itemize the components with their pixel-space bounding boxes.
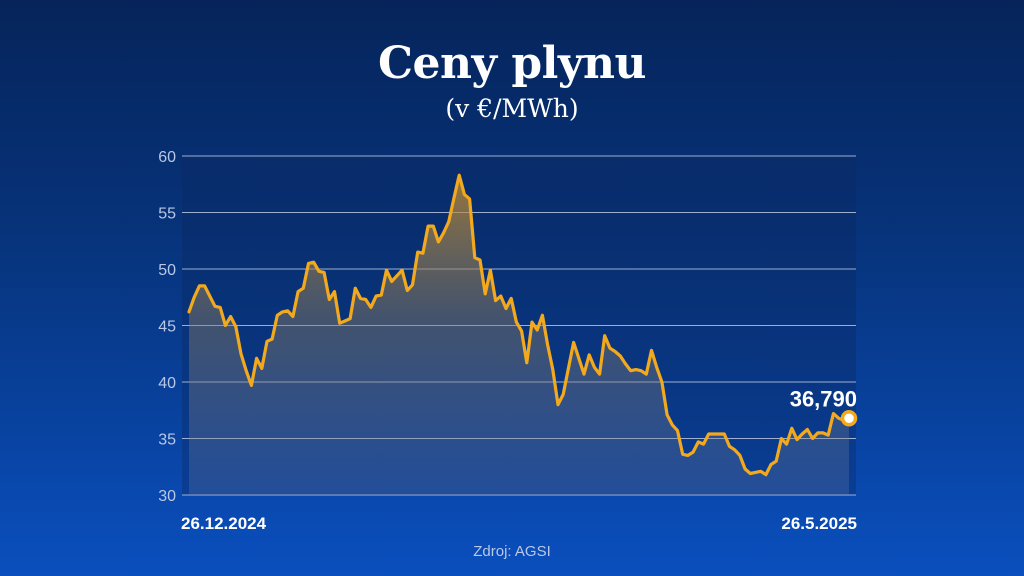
y-tick-label: 50	[158, 262, 176, 279]
y-tick-label: 55	[158, 206, 176, 223]
chart-subtitle: (v €/MWh)	[445, 94, 579, 123]
x-tick-start: 26.12.2024	[181, 514, 267, 533]
series-line	[187, 173, 851, 477]
y-tick-label: 30	[158, 488, 176, 505]
y-axis-ticks: 30 35 40 45 50 55 60	[158, 149, 176, 505]
source-note: Zdroj: AGSI	[473, 543, 551, 560]
series-area	[189, 175, 849, 495]
last-value-marker	[840, 410, 858, 427]
x-tick-end: 26.5.2025	[781, 514, 857, 533]
last-value-label: 36,790	[790, 386, 857, 411]
y-tick-label: 35	[158, 432, 176, 449]
y-tick-label: 60	[158, 149, 176, 166]
chart-title: Ceny plynu	[378, 38, 646, 89]
y-tick-label: 40	[158, 375, 176, 392]
y-tick-label: 45	[158, 319, 176, 336]
